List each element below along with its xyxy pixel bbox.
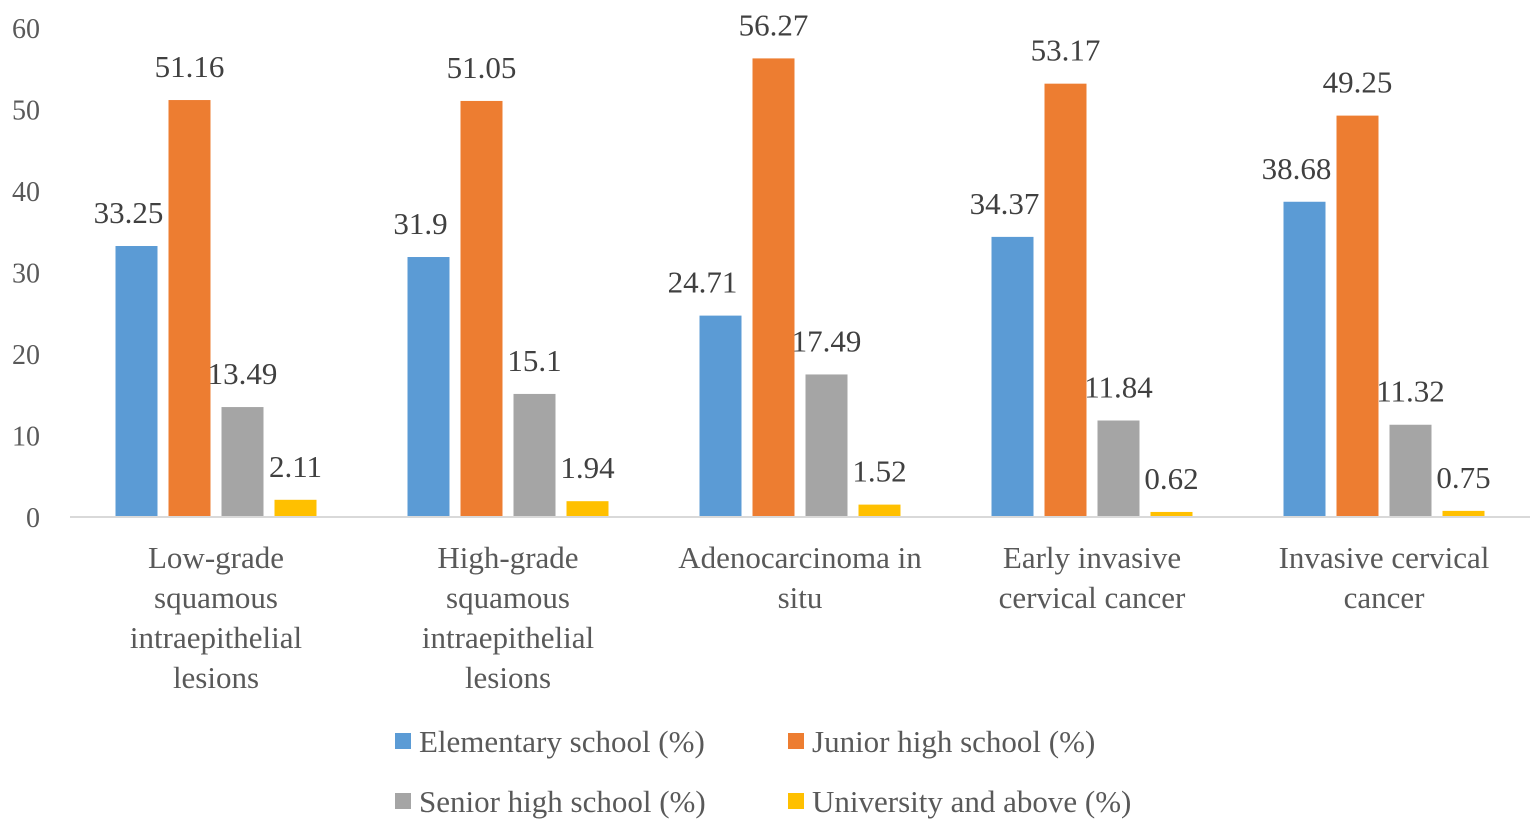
bar bbox=[1283, 201, 1326, 517]
legend-item: University and above (%) bbox=[788, 784, 1131, 819]
legend-label: Junior high school (%) bbox=[812, 724, 1095, 759]
bar bbox=[566, 501, 609, 517]
y-tick-label: 0 bbox=[26, 503, 40, 534]
data-label: 15.1 bbox=[507, 343, 561, 378]
x-tick-label: lesions bbox=[173, 660, 259, 695]
legend-swatch bbox=[788, 733, 804, 749]
x-tick-label: Low-grade bbox=[148, 540, 284, 575]
x-tick-label: Invasive cervical bbox=[1279, 540, 1490, 575]
legend-label: Elementary school (%) bbox=[419, 724, 705, 759]
data-label: 0.62 bbox=[1144, 461, 1198, 496]
bar bbox=[1150, 511, 1193, 517]
x-tick-label: Adenocarcinoma in bbox=[678, 540, 922, 575]
y-axis: 0 10 20 30 40 50 60 bbox=[12, 14, 40, 534]
bar bbox=[513, 393, 556, 517]
data-label: 24.71 bbox=[668, 265, 738, 300]
data-label: 56.27 bbox=[739, 7, 809, 42]
data-label: 17.49 bbox=[792, 323, 862, 358]
legend-label: University and above (%) bbox=[812, 784, 1131, 819]
bar bbox=[991, 236, 1034, 517]
bar bbox=[460, 100, 503, 517]
data-label: 49.25 bbox=[1323, 65, 1393, 100]
data-label: 33.25 bbox=[94, 195, 164, 230]
data-label: 0.75 bbox=[1436, 460, 1490, 495]
data-label: 34.37 bbox=[970, 186, 1040, 221]
bar bbox=[221, 407, 264, 517]
y-tick-label: 60 bbox=[12, 14, 40, 45]
legend-item: Junior high school (%) bbox=[788, 724, 1095, 759]
legend-swatch bbox=[395, 793, 411, 809]
y-tick-label: 20 bbox=[12, 340, 40, 371]
bar bbox=[858, 504, 901, 517]
x-tick-label: High-grade bbox=[437, 540, 578, 575]
y-tick-label: 50 bbox=[12, 96, 40, 127]
x-tick-label: cancer bbox=[1344, 580, 1426, 615]
legend-label: Senior high school (%) bbox=[419, 784, 706, 819]
y-tick-label: 10 bbox=[12, 422, 40, 453]
bar bbox=[274, 499, 317, 517]
x-tick-label: situ bbox=[778, 580, 823, 615]
bar bbox=[1044, 83, 1087, 518]
data-label: 11.32 bbox=[1376, 374, 1445, 409]
data-label: 38.68 bbox=[1262, 151, 1332, 186]
bar bbox=[407, 257, 450, 517]
bar bbox=[1442, 510, 1485, 517]
bar bbox=[1336, 115, 1379, 518]
legend-item: Senior high school (%) bbox=[395, 784, 706, 819]
data-label: 51.05 bbox=[447, 50, 517, 85]
bar bbox=[699, 315, 742, 517]
bar bbox=[1097, 420, 1140, 517]
bars bbox=[115, 58, 1485, 518]
data-label: 2.11 bbox=[269, 449, 322, 484]
legend-item: Elementary school (%) bbox=[395, 724, 705, 759]
data-label: 1.52 bbox=[852, 454, 906, 489]
y-tick-label: 40 bbox=[12, 177, 40, 208]
legend-swatch bbox=[395, 733, 411, 749]
bar bbox=[115, 246, 158, 517]
data-label: 1.94 bbox=[560, 450, 615, 485]
x-tick-label: squamous bbox=[154, 580, 278, 615]
bar bbox=[168, 100, 211, 518]
x-tick-label: Early invasive bbox=[1003, 540, 1181, 575]
x-tick-label: squamous bbox=[446, 580, 570, 615]
data-label: 31.9 bbox=[393, 206, 447, 241]
x-tick-label: intraepithelial bbox=[130, 620, 302, 655]
x-axis: Low-grade squamous intraepithelial lesions H… bbox=[130, 540, 1490, 695]
legend: Elementary school (%) Junior high school … bbox=[395, 724, 1131, 819]
x-tick-label: intraepithelial bbox=[422, 620, 594, 655]
data-label: 11.84 bbox=[1084, 370, 1153, 405]
bar bbox=[805, 374, 848, 517]
x-tick-label: lesions bbox=[465, 660, 551, 695]
data-label: 51.16 bbox=[155, 49, 225, 84]
x-tick-label: cervical cancer bbox=[999, 580, 1186, 615]
data-label: 13.49 bbox=[208, 356, 278, 391]
legend-swatch bbox=[788, 793, 804, 809]
y-tick-label: 30 bbox=[12, 259, 40, 290]
data-labels: 33.25 51.16 13.49 2.11 31.9 51.05 15.1 1.94 24.7… bbox=[94, 7, 1491, 496]
bar bbox=[752, 58, 795, 517]
bar bbox=[1389, 424, 1432, 517]
data-label: 53.17 bbox=[1031, 33, 1101, 68]
